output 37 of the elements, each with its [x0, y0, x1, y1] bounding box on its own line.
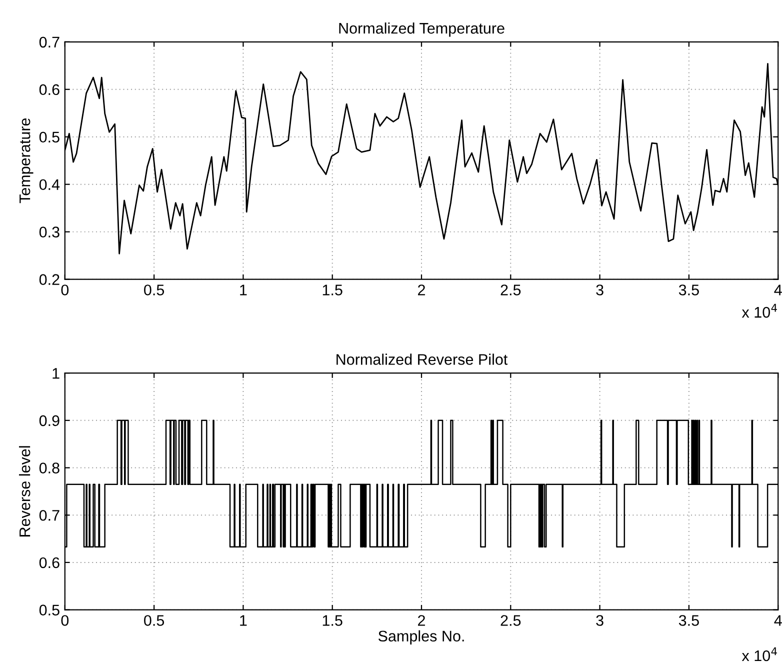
y-axis-title: Temperature [20, 118, 34, 204]
x-tick-label: 0 [61, 284, 69, 296]
y-axis-title: Reverse level [19, 446, 30, 536]
x-tick-label: 0 [61, 615, 69, 626]
y-tick-label: 0.6 [39, 84, 60, 96]
x-tick-label: 3 [596, 615, 604, 626]
y-tick-label: 0.8 [39, 462, 60, 474]
x-tick-label: 1.5 [322, 284, 342, 296]
y-tick-label: 1 [52, 368, 60, 379]
text: x 10$^{4}$ [742, 304, 777, 318]
x-axis-title: Samples No. [378, 630, 464, 645]
x-tick-label: 2 [418, 615, 425, 626]
y-tick-label: 0.7 [39, 510, 60, 521]
y-tick-label: 0.5 [39, 604, 60, 616]
text: x 10$^{4}$ [742, 647, 777, 662]
y-tick-label: 0.6 [39, 557, 60, 568]
x-tick-label: 2 [418, 284, 425, 296]
y-tick-label: 0.2 [39, 274, 60, 285]
x-tick-label: 3 [596, 284, 604, 296]
x-tick-label: 1 [240, 284, 247, 296]
y-tick-label: 0.9 [39, 415, 60, 426]
x-tick-label: 1 [240, 615, 247, 626]
x-tick-label: 4 [774, 284, 782, 296]
x-tick-label: 2.5 [500, 615, 521, 626]
chart-title: Normalized Temperature [339, 22, 504, 37]
x-tick-label: 1.5 [322, 615, 342, 626]
x-tick-label: 4 [774, 615, 782, 626]
y-tick-label: 0.5 [39, 132, 60, 143]
y-tick-label: 0.7 [39, 36, 60, 48]
x-tick-label: 3.5 [678, 284, 699, 296]
y-tick-label: 0.4 [39, 179, 60, 190]
x-tick-label: 0.5 [144, 615, 164, 626]
chart-title: Normalized Reverse Pilot [336, 354, 508, 365]
y-tick-label: 0.3 [39, 226, 60, 238]
x-tick-label: 0.5 [144, 284, 164, 296]
x-tick-label: 2.5 [500, 284, 521, 296]
x-tick-label: 3.5 [678, 615, 699, 626]
